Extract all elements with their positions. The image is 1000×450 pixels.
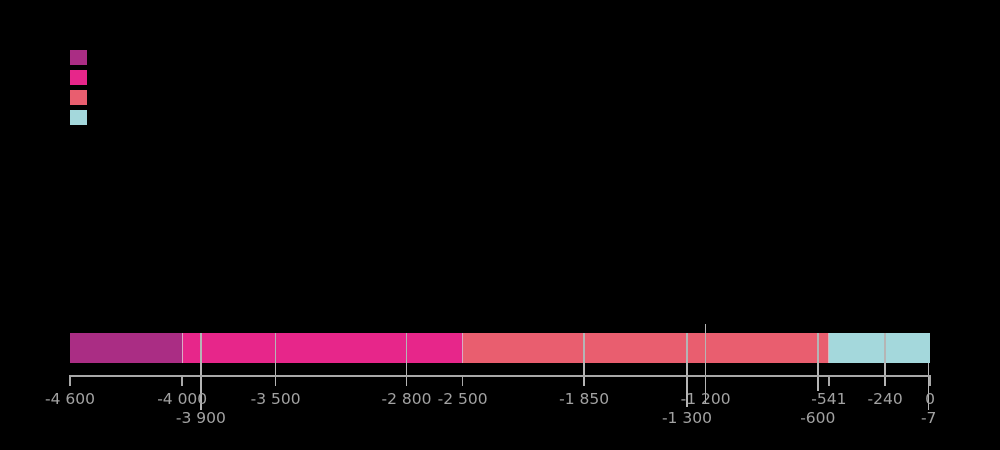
tick-label: -3 900 <box>175 409 226 427</box>
tick-label: -3 500 <box>250 390 301 408</box>
axis-tick <box>461 375 464 386</box>
event-line <box>583 333 585 386</box>
bar-segment-1 <box>70 333 183 363</box>
tick-label: -1 850 <box>559 390 610 408</box>
event-line <box>200 333 202 410</box>
tick-label: -240 <box>867 390 903 408</box>
tick-label: -1 200 <box>680 390 731 408</box>
x-axis-line <box>69 375 931 377</box>
tick-label: 0 <box>925 390 935 408</box>
segment-boundary-line <box>828 333 830 363</box>
bar-segment-4 <box>828 333 930 363</box>
event-line <box>817 333 819 391</box>
axis-tick <box>69 375 71 386</box>
tick-label: -2 500 <box>437 390 488 408</box>
legend-swatch-2-color-swatch <box>70 70 87 85</box>
tick-label: -4 000 <box>157 390 208 408</box>
tick-label: -7 <box>920 409 937 427</box>
axis-tick <box>929 375 931 386</box>
legend-swatch-3-color-swatch <box>70 90 87 105</box>
event-line <box>274 333 277 386</box>
segment-boundary-line <box>181 333 183 363</box>
tick-label: -541 <box>811 390 847 408</box>
event-line <box>686 333 688 407</box>
event-line <box>884 333 886 386</box>
legend-swatch-4-color-swatch <box>70 110 87 125</box>
axis-tick <box>828 375 830 386</box>
tick-label: -4 600 <box>45 390 95 408</box>
event-line <box>704 324 707 403</box>
tick-label: -2 800 <box>381 390 432 408</box>
bar-segment-2 <box>182 333 463 363</box>
tick-label: -600 <box>800 409 836 427</box>
event-line <box>405 333 408 386</box>
segment-boundary-line <box>462 333 464 363</box>
axis-tick <box>181 375 183 386</box>
legend-swatch-1-color-swatch <box>70 50 87 65</box>
bar-segment-3 <box>462 333 829 363</box>
tick-label: -1 300 <box>661 409 712 427</box>
event-line <box>927 363 930 410</box>
